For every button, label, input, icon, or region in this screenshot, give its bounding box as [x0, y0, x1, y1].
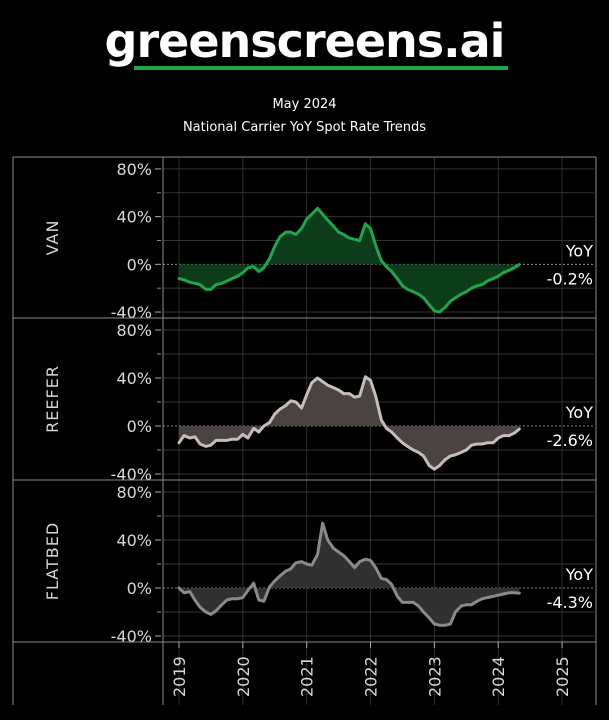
- x-tick-label: 2023: [425, 656, 444, 697]
- panel-label-reefer: REEFER: [43, 365, 62, 433]
- yoy-value: -2.6%: [547, 431, 593, 450]
- y-tick-label: 40%: [116, 531, 152, 550]
- y-tick-label: 0%: [127, 579, 152, 598]
- panel-label-flatbed: FLATBED: [43, 522, 62, 600]
- x-tick-label: 2024: [489, 656, 508, 697]
- y-tick-label: 80%: [116, 483, 152, 502]
- series-area-reefer: [178, 376, 520, 470]
- yoy-value: -0.2%: [547, 269, 593, 288]
- chart-title: National Carrier YoY Spot Rate Trends: [182, 120, 427, 135]
- series-line-reefer: [177, 375, 521, 471]
- series-line-flatbed: [177, 521, 521, 627]
- y-tick-label: 0%: [127, 417, 152, 436]
- panel-label-van: VAN: [43, 220, 62, 256]
- yoy-label: YoY: [565, 403, 593, 422]
- y-tick-label: 80%: [116, 160, 152, 179]
- y-tick-label: -40%: [111, 627, 152, 646]
- yoy-value: -4.3%: [547, 593, 593, 612]
- y-tick-label: 80%: [116, 321, 152, 340]
- series-area-van: [178, 208, 520, 313]
- y-tick-label: -40%: [111, 303, 152, 322]
- x-tick-label: 2025: [553, 656, 572, 697]
- yoy-label: YoY: [565, 241, 593, 260]
- x-tick-label: 2019: [170, 656, 189, 697]
- x-tick-label: 2022: [362, 656, 381, 697]
- series-area-flatbed: [178, 523, 520, 626]
- x-tick-label: 2020: [234, 656, 253, 697]
- yoy-label: YoY: [565, 565, 593, 584]
- y-tick-label: -40%: [111, 465, 152, 484]
- y-tick-label: 40%: [116, 208, 152, 227]
- brand-underline: [134, 66, 508, 70]
- y-tick-label: 40%: [116, 369, 152, 388]
- report-date: May 2024: [272, 97, 337, 112]
- series-line-van: [177, 206, 521, 314]
- y-tick-label: 0%: [127, 255, 152, 274]
- brand-logo: greenscreens.ai: [104, 14, 506, 68]
- x-tick-label: 2021: [298, 656, 317, 697]
